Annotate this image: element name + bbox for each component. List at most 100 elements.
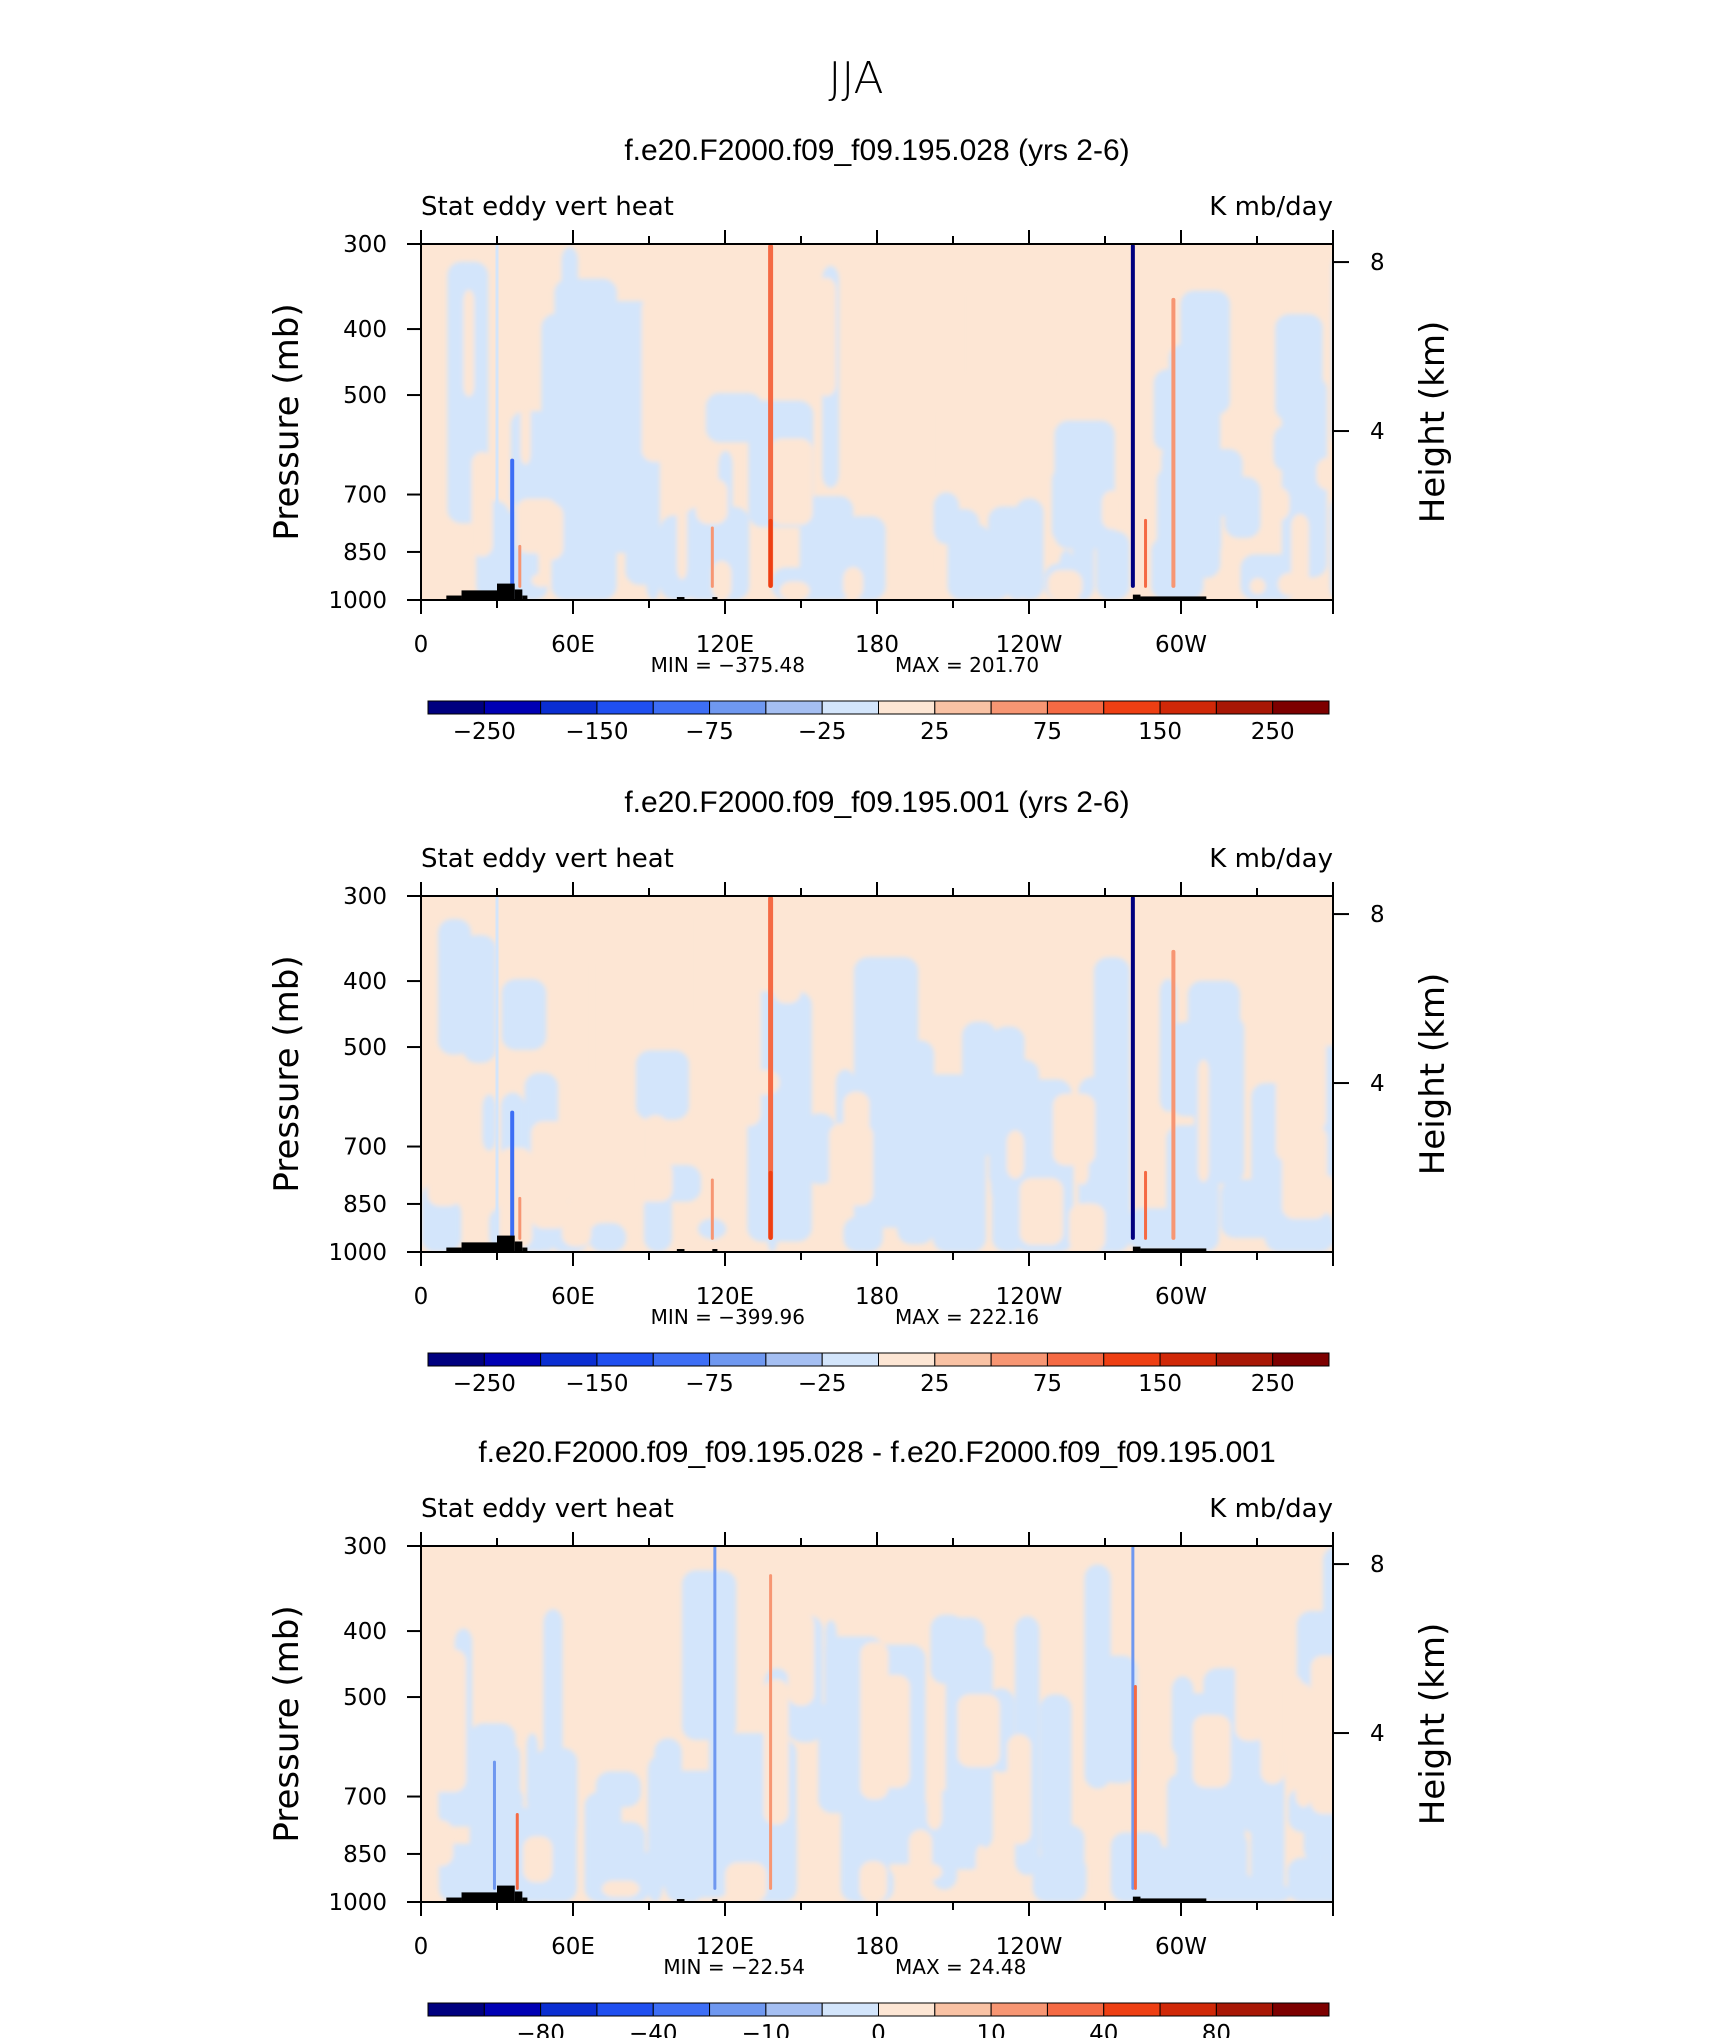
colorbar-label: −150 bbox=[565, 1371, 628, 1397]
right-string: K mb/day bbox=[1209, 1494, 1333, 1524]
colorbar-label: −250 bbox=[453, 719, 516, 745]
topography bbox=[676, 1899, 685, 1902]
colorbar-label: −80 bbox=[516, 2021, 565, 2038]
y-tick-label: 700 bbox=[343, 483, 387, 509]
colorbar-box bbox=[990, 1352, 1048, 1367]
colorbar-box bbox=[1272, 2002, 1330, 2017]
field-patch bbox=[1310, 1655, 1333, 1815]
colorbar-box bbox=[709, 1352, 767, 1367]
topography bbox=[1132, 594, 1141, 600]
feature bbox=[1131, 1546, 1135, 1890]
field-patch bbox=[1101, 490, 1122, 530]
y-tick-label: 300 bbox=[343, 232, 387, 258]
x-tick-label: 60W bbox=[1155, 1284, 1207, 1310]
field-patches bbox=[421, 904, 1333, 1252]
colorbar-box bbox=[652, 2002, 711, 2017]
field-patch bbox=[1332, 539, 1333, 581]
colorbar-box bbox=[934, 2002, 992, 2017]
field-patch bbox=[561, 246, 578, 478]
colorbar-box bbox=[596, 700, 654, 715]
y-axis-title-right: Height (km) bbox=[1413, 973, 1453, 1176]
field-patch bbox=[769, 438, 813, 525]
topography bbox=[1132, 1896, 1141, 1902]
feature bbox=[518, 1196, 522, 1240]
field-patch bbox=[1198, 1059, 1209, 1183]
feature bbox=[768, 896, 774, 1240]
colorbar-box bbox=[1103, 700, 1161, 715]
left-string: Stat eddy vert heat bbox=[421, 1494, 674, 1524]
colorbar-box bbox=[540, 1352, 598, 1367]
field-patch bbox=[1249, 578, 1266, 595]
y-tick-label: 1000 bbox=[328, 1240, 387, 1266]
topography bbox=[446, 1897, 462, 1902]
x-tick-label: 180 bbox=[855, 632, 899, 658]
colorbar-label: 25 bbox=[920, 719, 949, 745]
max-label: MAX = 24.48 bbox=[895, 1955, 1026, 1979]
colorbar-label: 150 bbox=[1138, 719, 1182, 745]
colorbar-label: −75 bbox=[685, 719, 734, 745]
colorbar-box bbox=[878, 2002, 936, 2017]
field-patch bbox=[664, 1864, 706, 1902]
feature bbox=[768, 518, 773, 588]
colorbar-box bbox=[990, 2002, 1048, 2017]
field-patch bbox=[1316, 457, 1333, 491]
field-patch bbox=[1287, 1675, 1303, 1790]
field-patch bbox=[1275, 314, 1323, 422]
colorbar-box bbox=[821, 2002, 879, 2017]
field-patch bbox=[643, 1193, 672, 1252]
field-patch bbox=[1006, 1130, 1025, 1179]
field-patch bbox=[1019, 1178, 1064, 1246]
x-tick-label: 120W bbox=[996, 632, 1063, 658]
topography bbox=[712, 1249, 718, 1252]
chart-panel-3: f.e20.F2000.f09_f09.195.028 - f.e20.F200… bbox=[267, 1436, 1453, 2038]
colorbar-box bbox=[596, 1352, 654, 1367]
y-axis-title-right: Height (km) bbox=[1413, 321, 1453, 524]
field-patch bbox=[523, 1836, 553, 1883]
feature bbox=[1130, 244, 1135, 588]
max-label: MAX = 222.16 bbox=[895, 1305, 1039, 1329]
colorbar-box bbox=[427, 2002, 485, 2017]
field-patch bbox=[925, 400, 938, 489]
field-patch bbox=[421, 1649, 467, 1793]
field-patch bbox=[843, 566, 864, 600]
right-tick-label: 4 bbox=[1370, 1071, 1385, 1097]
field-patch bbox=[975, 1844, 987, 1902]
field-patch bbox=[867, 1873, 880, 1902]
colorbar-box bbox=[990, 700, 1048, 715]
colorbar-box bbox=[765, 2002, 823, 2017]
colorbar-label: 75 bbox=[1033, 719, 1062, 745]
left-string: Stat eddy vert heat bbox=[421, 192, 674, 222]
colorbar-box bbox=[540, 700, 598, 715]
x-tick-label: 60W bbox=[1155, 632, 1207, 658]
y-tick-label: 700 bbox=[343, 1135, 387, 1161]
feature bbox=[1171, 949, 1176, 1240]
topography bbox=[1140, 596, 1207, 600]
colorbar-box bbox=[765, 700, 823, 715]
field-patch bbox=[1161, 1553, 1179, 1608]
colorbar-box bbox=[1159, 700, 1217, 715]
right-tick-label: 8 bbox=[1370, 250, 1385, 276]
field-patch bbox=[625, 526, 669, 585]
y-tick-label: 1000 bbox=[328, 588, 387, 614]
min-label: MIN = −22.54 bbox=[663, 1955, 805, 1979]
feature bbox=[768, 1170, 773, 1240]
x-tick-label: 120W bbox=[996, 1284, 1063, 1310]
topography bbox=[522, 1247, 528, 1252]
field-patch bbox=[584, 1792, 622, 1902]
colorbar-label: 25 bbox=[920, 1371, 949, 1397]
field-patch bbox=[561, 1200, 592, 1247]
topography bbox=[497, 1885, 515, 1902]
field-patch bbox=[1069, 1203, 1106, 1252]
field-patch bbox=[1300, 1001, 1327, 1132]
field-patch bbox=[1096, 530, 1130, 600]
feature bbox=[1144, 518, 1148, 588]
feature bbox=[1144, 1170, 1148, 1240]
colorbar-label: 250 bbox=[1251, 1371, 1295, 1397]
topography bbox=[1140, 1898, 1207, 1902]
field-patch bbox=[766, 1731, 778, 1816]
field-patch bbox=[1047, 570, 1083, 600]
colorbar-box bbox=[596, 2002, 654, 2017]
field-patch bbox=[1039, 1694, 1072, 1860]
topography bbox=[461, 590, 497, 600]
field-patch bbox=[555, 504, 590, 600]
